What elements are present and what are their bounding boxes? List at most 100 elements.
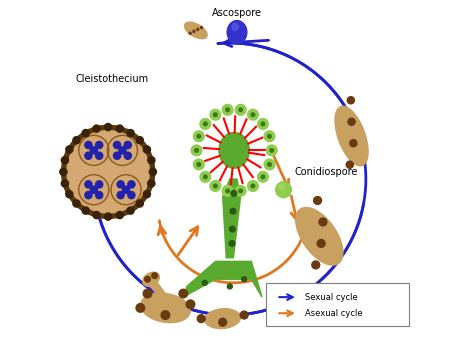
Circle shape (61, 157, 68, 164)
Circle shape (117, 192, 124, 199)
Ellipse shape (141, 293, 190, 323)
Circle shape (85, 192, 92, 199)
Circle shape (214, 184, 217, 188)
Circle shape (202, 280, 207, 285)
Circle shape (143, 289, 152, 298)
Circle shape (200, 171, 211, 182)
Circle shape (312, 261, 319, 269)
Circle shape (119, 147, 126, 154)
Ellipse shape (143, 272, 159, 286)
Circle shape (210, 109, 221, 120)
Circle shape (231, 190, 237, 196)
Circle shape (346, 161, 353, 168)
Text: Ascospore: Ascospore (212, 8, 262, 18)
Circle shape (203, 175, 207, 179)
Circle shape (136, 200, 143, 207)
Circle shape (279, 184, 284, 190)
Circle shape (197, 29, 199, 30)
Circle shape (222, 105, 233, 115)
Circle shape (229, 241, 235, 246)
Circle shape (270, 149, 273, 152)
Circle shape (247, 109, 258, 120)
Circle shape (66, 146, 73, 153)
Circle shape (261, 122, 264, 126)
Circle shape (148, 180, 155, 187)
Text: Sexual cycle: Sexual cycle (305, 292, 358, 302)
Circle shape (317, 240, 325, 247)
Circle shape (197, 135, 201, 138)
Ellipse shape (232, 23, 238, 30)
Circle shape (60, 168, 67, 175)
Circle shape (257, 118, 268, 129)
Circle shape (96, 192, 103, 199)
Circle shape (179, 289, 188, 298)
Circle shape (85, 141, 92, 149)
Circle shape (105, 213, 112, 220)
Circle shape (251, 184, 255, 188)
Ellipse shape (227, 21, 247, 44)
Circle shape (143, 146, 150, 153)
Polygon shape (223, 179, 241, 258)
Circle shape (347, 97, 355, 104)
Ellipse shape (296, 207, 343, 265)
Circle shape (90, 147, 97, 154)
Circle shape (122, 186, 129, 193)
Circle shape (82, 130, 89, 137)
Circle shape (145, 276, 150, 282)
Circle shape (93, 125, 100, 132)
Polygon shape (151, 279, 165, 297)
Circle shape (195, 149, 198, 152)
Circle shape (113, 141, 121, 149)
Circle shape (276, 182, 292, 198)
Circle shape (240, 311, 248, 319)
Circle shape (264, 131, 275, 142)
Text: Cleistothecium: Cleistothecium (76, 74, 149, 84)
Circle shape (222, 185, 233, 196)
Circle shape (127, 207, 134, 214)
Circle shape (152, 273, 157, 279)
Circle shape (230, 208, 236, 214)
Circle shape (105, 124, 112, 131)
Circle shape (226, 108, 229, 112)
Circle shape (116, 212, 123, 219)
Circle shape (127, 130, 134, 137)
Circle shape (242, 277, 246, 282)
Circle shape (128, 181, 135, 188)
Circle shape (90, 186, 97, 193)
Circle shape (200, 118, 211, 129)
Circle shape (197, 315, 205, 323)
Circle shape (226, 189, 229, 193)
Circle shape (191, 145, 202, 156)
Circle shape (197, 163, 201, 166)
Circle shape (73, 200, 80, 207)
Circle shape (143, 190, 150, 198)
Ellipse shape (335, 106, 368, 166)
Circle shape (314, 197, 321, 204)
Circle shape (193, 159, 204, 170)
Circle shape (193, 131, 204, 142)
Circle shape (239, 189, 243, 193)
Ellipse shape (205, 309, 240, 329)
Circle shape (266, 145, 277, 156)
Circle shape (61, 180, 68, 187)
Circle shape (96, 181, 103, 188)
Circle shape (82, 207, 89, 214)
Circle shape (67, 131, 149, 213)
Circle shape (203, 122, 207, 126)
Circle shape (93, 212, 100, 219)
Circle shape (113, 152, 121, 159)
Circle shape (247, 181, 258, 192)
Circle shape (239, 108, 243, 112)
Circle shape (124, 141, 131, 149)
Circle shape (219, 318, 227, 326)
Ellipse shape (219, 132, 249, 168)
Circle shape (229, 226, 235, 232)
FancyBboxPatch shape (265, 283, 409, 326)
Circle shape (268, 135, 271, 138)
Circle shape (186, 300, 195, 309)
Circle shape (128, 192, 135, 199)
Polygon shape (183, 261, 262, 297)
Circle shape (148, 157, 155, 164)
Circle shape (85, 152, 92, 159)
Circle shape (201, 26, 202, 29)
